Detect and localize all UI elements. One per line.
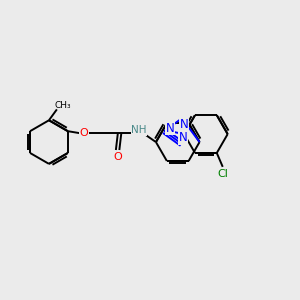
Text: N: N <box>178 131 187 145</box>
Text: N: N <box>166 122 175 135</box>
Text: O: O <box>113 152 122 162</box>
Text: O: O <box>79 128 88 138</box>
Text: NH: NH <box>131 125 147 135</box>
Text: Cl: Cl <box>217 169 228 179</box>
Text: N: N <box>179 118 188 131</box>
Text: CH₃: CH₃ <box>55 101 71 110</box>
